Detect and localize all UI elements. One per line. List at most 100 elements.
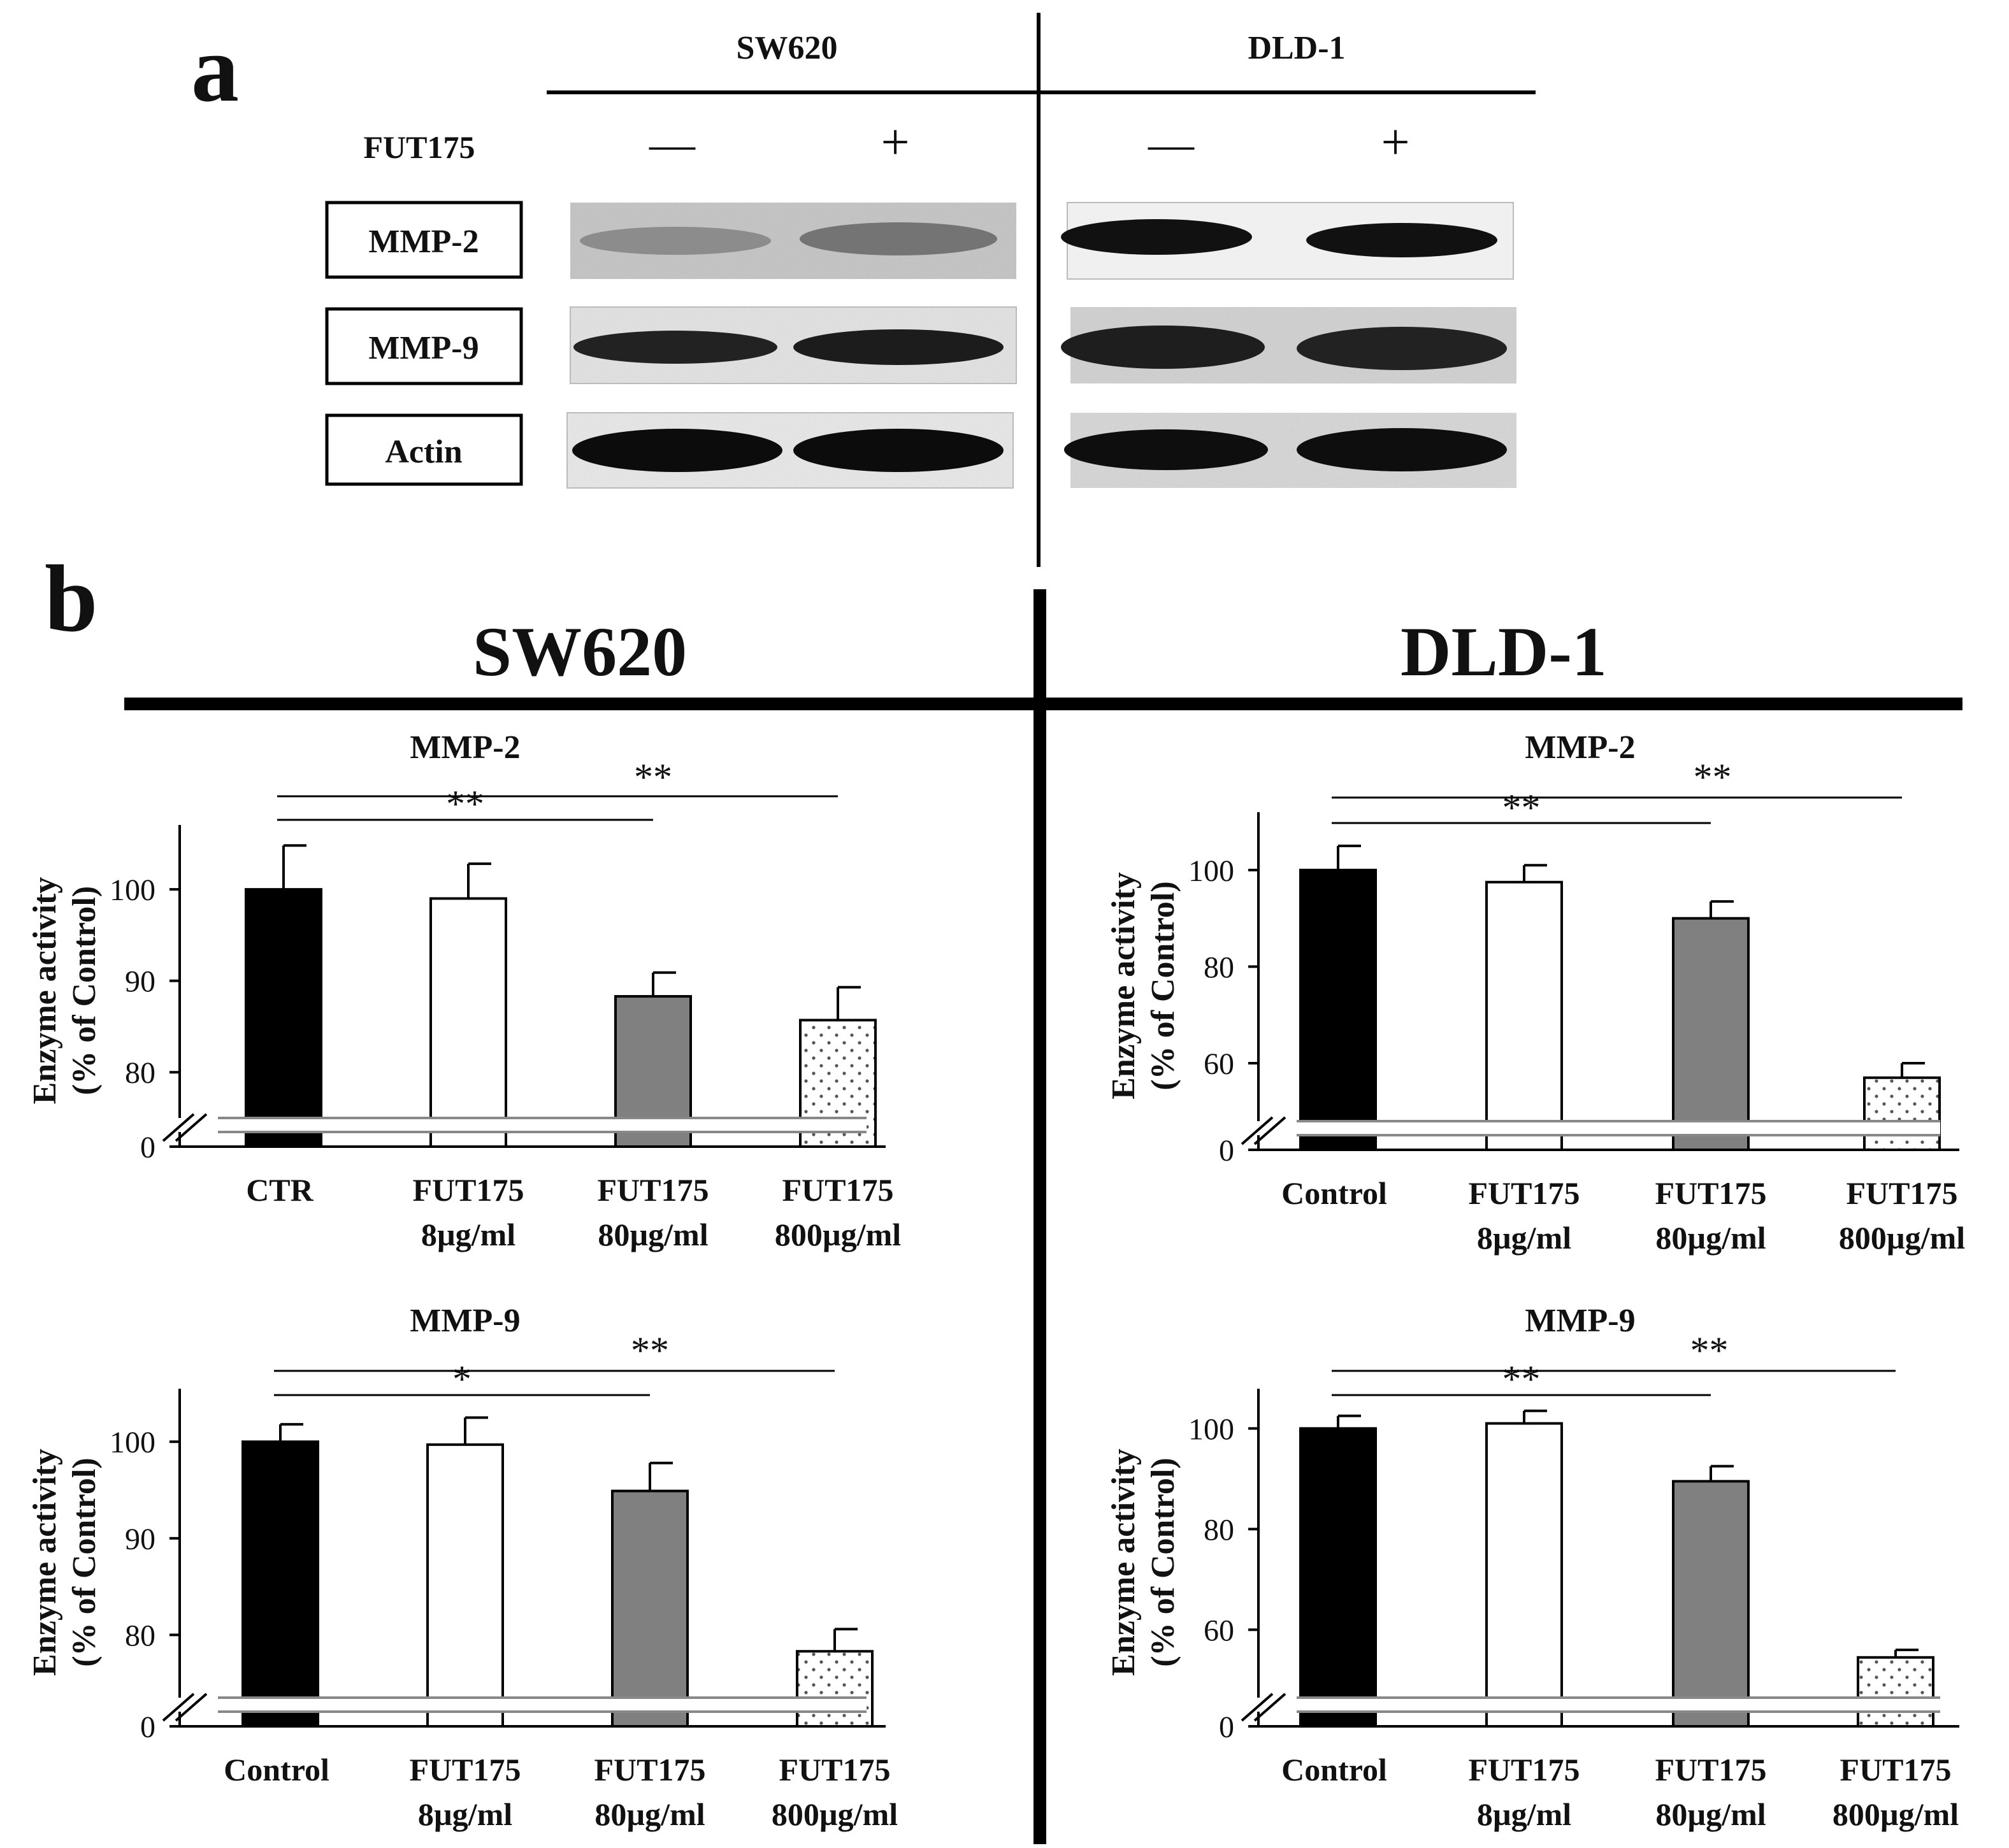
significance-label: * bbox=[452, 1358, 472, 1400]
y-tick-label: 0 bbox=[1219, 1134, 1234, 1168]
y-tick-label: 60 bbox=[1204, 1047, 1234, 1081]
treatment-sign-dld1-plus: + bbox=[1381, 115, 1409, 171]
x-tick-label: FUT175 bbox=[779, 1752, 891, 1787]
y-tick-label: 100 bbox=[110, 873, 155, 907]
x-tick-label: FUT175 bbox=[1469, 1175, 1580, 1211]
x-tick-label: 80µg/ml bbox=[1655, 1796, 1766, 1832]
y-tick-label: 80 bbox=[125, 1619, 155, 1652]
significance-label: ** bbox=[446, 783, 484, 825]
bar bbox=[1299, 868, 1377, 1151]
x-tick-label: 8µg/ml bbox=[1477, 1220, 1571, 1256]
blot-dld1-mmp9 bbox=[1061, 307, 1516, 383]
panel-b-label: b bbox=[45, 546, 97, 652]
y-axis-label-line: Enzyme activity bbox=[1105, 872, 1142, 1099]
y-axis-label: Enzyme activity (% of Control) bbox=[1105, 872, 1181, 1099]
x-tick-label: FUT175 bbox=[598, 1172, 709, 1208]
y-axis-label-line: Enzyme activity bbox=[1105, 1449, 1142, 1676]
significance-label: ** bbox=[1694, 756, 1732, 798]
y-tick-label: 100 bbox=[1188, 854, 1234, 888]
blot-dld1-mmp2 bbox=[1061, 202, 1514, 280]
chart-title: MMP-2 bbox=[1525, 729, 1635, 766]
y-tick-label: 100 bbox=[1188, 1412, 1234, 1446]
bar bbox=[1672, 1480, 1750, 1728]
bar bbox=[796, 1650, 874, 1728]
x-tick-label: FUT175 bbox=[1847, 1175, 1958, 1211]
bar bbox=[1672, 917, 1750, 1151]
treatment-label: FUT175 bbox=[364, 129, 475, 165]
y-tick-label: 0 bbox=[140, 1131, 155, 1164]
panel-a-cellline-dld1: DLD-1 bbox=[1248, 30, 1345, 66]
panel-b-cellline-sw620: SW620 bbox=[473, 613, 687, 691]
y-tick-label: 80 bbox=[125, 1056, 155, 1090]
axis-break-gap bbox=[1239, 1121, 1940, 1135]
x-tick-label: 8µg/ml bbox=[1477, 1796, 1571, 1832]
significance-label: ** bbox=[1690, 1329, 1729, 1372]
x-tick-label: 800µg/ml bbox=[1833, 1796, 1959, 1832]
chart-title: MMP-9 bbox=[1525, 1303, 1635, 1339]
x-tick-label: FUT175 bbox=[1469, 1752, 1580, 1787]
panel-b: b SW620 DLD-1 bbox=[45, 546, 1962, 1844]
protein-box-actin bbox=[325, 413, 523, 486]
significance-label: ** bbox=[1502, 787, 1541, 829]
y-axis-label: Enzyme activity (% of Control) bbox=[27, 877, 103, 1105]
axis-break-slash bbox=[162, 1693, 195, 1722]
y-axis-label-line: (% of Control) bbox=[1145, 1458, 1181, 1666]
y-axis-label-line: (% of Control) bbox=[66, 1458, 103, 1666]
x-tick-label: Control bbox=[1281, 1175, 1387, 1211]
x-tick-label: CTR bbox=[246, 1172, 313, 1208]
panel-a-cellline-sw620: SW620 bbox=[737, 30, 838, 66]
bar bbox=[1485, 1422, 1563, 1728]
x-tick-label: 800µg/ml bbox=[775, 1217, 901, 1252]
treatment-sign-dld1-minus: — bbox=[1148, 118, 1195, 169]
x-tick-label: FUT175 bbox=[410, 1752, 521, 1787]
protein-label-mmp9: MMP-9 bbox=[368, 330, 479, 366]
protein-box-mmp9 bbox=[325, 307, 523, 385]
x-tick-label: 80µg/ml bbox=[598, 1217, 708, 1252]
axis-break-slash bbox=[1241, 1693, 1274, 1722]
blot-sw620-actin bbox=[566, 412, 1014, 489]
x-tick-label: FUT175 bbox=[1840, 1752, 1952, 1787]
x-tick-label: FUT175 bbox=[782, 1172, 894, 1208]
x-tick-label: 80µg/ml bbox=[594, 1796, 705, 1832]
bar bbox=[245, 888, 322, 1148]
y-tick-label: 100 bbox=[110, 1426, 155, 1459]
axis-break-slash bbox=[1253, 1116, 1286, 1145]
treatment-sign-sw620-plus: + bbox=[881, 115, 909, 171]
x-tick-label: 800µg/ml bbox=[1839, 1220, 1965, 1256]
x-tick-label: FUT175 bbox=[413, 1172, 524, 1208]
y-tick-label: 80 bbox=[1204, 1513, 1234, 1547]
panel-a-label: a bbox=[191, 16, 239, 122]
x-tick-label: 80µg/ml bbox=[1655, 1220, 1766, 1256]
axis-break-slash bbox=[175, 1693, 208, 1722]
axis-break-gap bbox=[161, 1118, 867, 1132]
y-tick-label: 90 bbox=[125, 965, 155, 999]
bar bbox=[241, 1440, 319, 1728]
y-axis-label-line: (% of Control) bbox=[66, 886, 103, 1095]
y-axis-label-line: Enzyme activity bbox=[27, 1449, 63, 1676]
significance-label: ** bbox=[631, 1329, 669, 1372]
axis-break-gap bbox=[1239, 1698, 1940, 1712]
x-tick-label: Control bbox=[224, 1752, 329, 1787]
x-tick-label: FUT175 bbox=[1655, 1752, 1767, 1787]
y-axis-label: Enzyme activity (% of Control) bbox=[27, 1449, 103, 1676]
axis-break-slash bbox=[175, 1113, 208, 1142]
y-tick-label: 0 bbox=[140, 1710, 155, 1744]
chart-title: MMP-2 bbox=[410, 729, 520, 766]
significance-label: ** bbox=[1502, 1358, 1541, 1400]
x-tick-label: 800µg/ml bbox=[772, 1796, 898, 1832]
x-tick-label: Control bbox=[1281, 1752, 1387, 1787]
blot-sw620-mmp9 bbox=[570, 306, 1017, 384]
y-tick-label: 60 bbox=[1204, 1614, 1234, 1647]
x-tick-label: 8µg/ml bbox=[421, 1217, 515, 1252]
treatment-sign-sw620-minus: — bbox=[649, 118, 696, 169]
panel-a: a SW620 DLD-1 FUT175 — + — + MMP-2 MMP-9… bbox=[191, 13, 1536, 567]
protein-label-actin: Actin bbox=[385, 434, 462, 470]
bar bbox=[1299, 1427, 1377, 1728]
x-tick-label: 8µg/ml bbox=[418, 1796, 512, 1832]
y-axis-label: Enzyme activity (% of Control) bbox=[1105, 1449, 1181, 1676]
axis-break-slash bbox=[162, 1113, 195, 1142]
